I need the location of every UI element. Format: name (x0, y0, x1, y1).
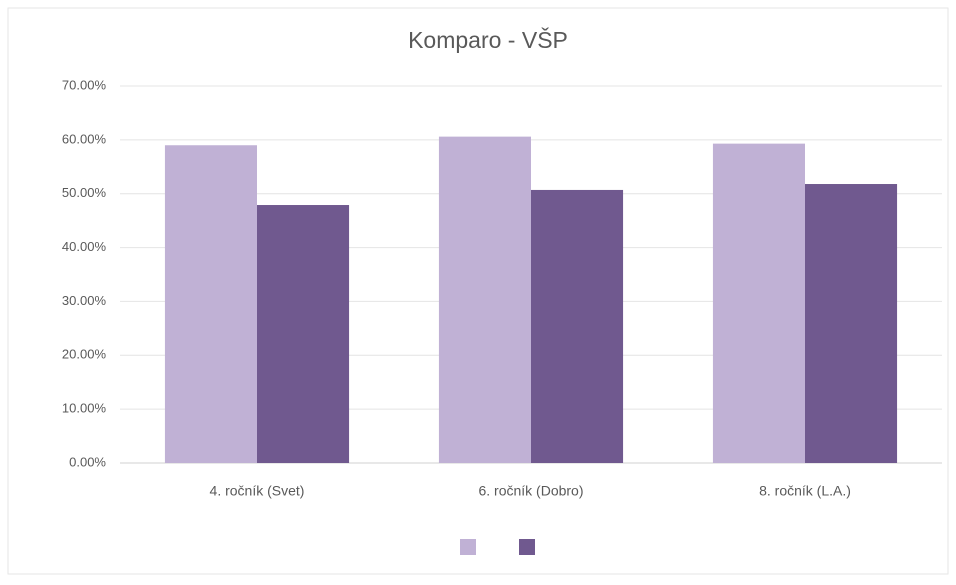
bar (712, 143, 805, 463)
y-tick-label: 50.00% (62, 185, 107, 200)
y-tick-label: 40.00% (62, 239, 107, 254)
y-tick-label: 10.00% (62, 401, 107, 416)
bar (164, 145, 257, 463)
x-tick-label: 8. ročník (L.A.) (759, 483, 851, 499)
y-tick-label: 30.00% (62, 293, 107, 308)
bar (257, 205, 350, 463)
x-tick-label: 6. ročník (Dobro) (478, 483, 583, 499)
bar (531, 189, 624, 464)
y-tick-label: 20.00% (62, 347, 107, 362)
bar (805, 184, 898, 463)
y-tick-label: 0.00% (69, 454, 106, 469)
chart-title: Komparo - VŠP (408, 26, 568, 53)
legend-swatch (519, 539, 535, 555)
y-tick-label: 60.00% (62, 131, 107, 146)
x-tick-label: 4. ročník (Svet) (210, 483, 305, 499)
y-tick-label: 70.00% (62, 77, 107, 92)
legend-swatch (460, 539, 476, 555)
bar (438, 136, 531, 463)
